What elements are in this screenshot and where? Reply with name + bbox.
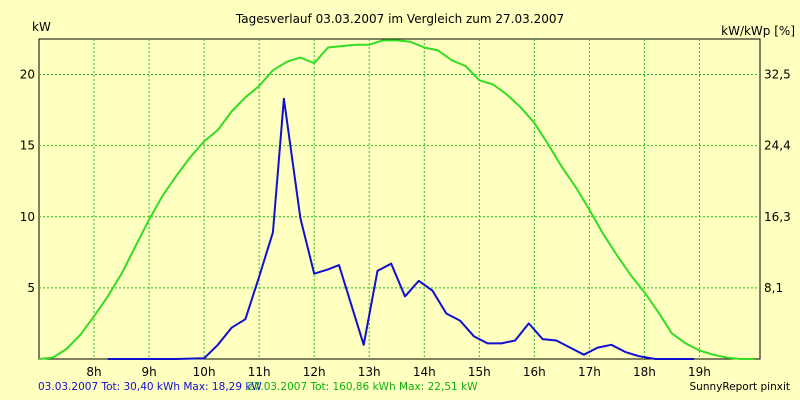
y-tick-label-right: 16,3 xyxy=(764,210,791,224)
x-tick-label: 10h xyxy=(193,365,216,379)
grid xyxy=(39,39,760,359)
y-axis-right-label: kW/kWp [%] xyxy=(721,24,795,38)
x-tick-label: 13h xyxy=(358,365,381,379)
x-tick-label: 14h xyxy=(413,365,436,379)
series2-summary: 27.03.2007 Tot: 160,86 kWh Max: 22,51 kW xyxy=(247,381,478,393)
series-line-1 xyxy=(107,97,694,360)
x-tick-label: 19h xyxy=(688,365,711,379)
y-tick-label-left: 20 xyxy=(20,68,35,82)
y-tick-label-right: 32,5 xyxy=(764,68,791,82)
credit-text: SunnyReport pinxit xyxy=(689,381,790,393)
y-tick-label-right: 8,1 xyxy=(764,281,783,295)
y-tick-label-right: 24,4 xyxy=(764,139,791,153)
x-tick-label: 15h xyxy=(468,365,491,379)
x-tick-label: 11h xyxy=(248,365,271,379)
y-axis-left-label: kW xyxy=(32,20,51,34)
y-tick-label-left: 15 xyxy=(20,139,35,153)
x-tick-label: 17h xyxy=(578,365,601,379)
series-layer xyxy=(38,39,755,360)
x-tick-label: 8h xyxy=(86,365,101,379)
axis-ticks: 8h 9h 10h 11h 12h 13h 14h 15h 16h 17h 18h 19h 5 10 15 2… xyxy=(20,68,791,379)
chart-title: Tagesverlauf 03.03.2007 im Vergleich zum… xyxy=(235,12,564,26)
series1-summary: 03.03.2007 Tot: 30,40 kWh Max: 18,29 kW xyxy=(38,381,262,393)
x-tick-label: 16h xyxy=(523,365,546,379)
series-line-2 xyxy=(38,39,755,360)
plot-area xyxy=(38,38,761,360)
y-tick-label-left: 5 xyxy=(27,281,35,295)
x-tick-label: 9h xyxy=(141,365,156,379)
y-tick-label-left: 10 xyxy=(20,210,35,224)
x-tick-label: 12h xyxy=(303,365,326,379)
x-tick-label: 18h xyxy=(633,365,656,379)
